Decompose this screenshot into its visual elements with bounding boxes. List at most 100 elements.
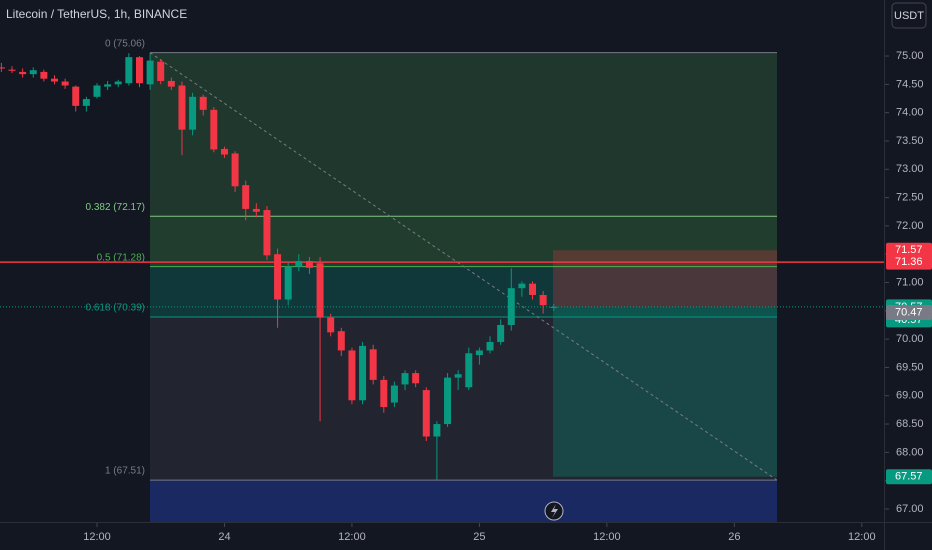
- x-tick-label: 12:00: [338, 531, 366, 543]
- candle-body: [93, 85, 101, 97]
- y-tick-label: 72.00: [896, 220, 924, 232]
- fib-zone: [150, 52, 777, 217]
- fib-label: 0 (75.06): [105, 38, 145, 49]
- candle-body: [539, 294, 547, 306]
- candle-body: [401, 373, 409, 385]
- candle-body: [135, 57, 143, 84]
- candle-body: [284, 266, 292, 300]
- candle-body: [529, 283, 537, 295]
- y-tick-label: 69.50: [896, 361, 924, 373]
- candle-body: [454, 374, 462, 378]
- candle-body: [380, 379, 388, 408]
- x-tick-label: 25: [473, 531, 485, 543]
- candle-body: [40, 71, 48, 79]
- x-tick-label: 12:00: [83, 531, 111, 543]
- currency-button[interactable]: [891, 2, 927, 29]
- y-tick-label: 73.50: [896, 135, 924, 147]
- candle-body: [146, 60, 154, 85]
- candle-body: [507, 288, 515, 325]
- candle-body: [178, 85, 186, 130]
- price-label-box: [886, 242, 932, 258]
- candle-body: [316, 263, 324, 318]
- y-tick-label: 69.00: [896, 390, 924, 402]
- candle-body: [50, 78, 58, 82]
- price-label-box: [886, 469, 932, 485]
- candle-body: [486, 341, 494, 351]
- candle-body: [327, 317, 335, 333]
- candle-body: [390, 385, 398, 403]
- candle-body: [444, 377, 452, 425]
- candle-body: [189, 96, 197, 130]
- stop-zone: [553, 250, 777, 307]
- fib-label: 0.5 (71.28): [97, 252, 145, 263]
- candle-body: [337, 331, 345, 351]
- x-tick-label: 12:00: [848, 531, 876, 543]
- y-tick-label: 72.50: [896, 191, 924, 203]
- y-tick-label: 67.00: [896, 503, 924, 515]
- candle-body: [433, 424, 441, 437]
- candle-body: [465, 353, 473, 388]
- target-zone: [553, 306, 777, 477]
- candle-body: [125, 57, 133, 84]
- y-tick-label: 68.50: [896, 418, 924, 430]
- candle-body: [263, 210, 271, 256]
- candle-body: [157, 61, 165, 81]
- fib-label: 0.618 (70.39): [86, 303, 146, 314]
- price-label: 71.57: [895, 244, 923, 256]
- fib-label: 0.382 (72.17): [86, 202, 146, 213]
- fib-zone: [150, 480, 777, 522]
- y-tick-label: 73.00: [896, 163, 924, 175]
- candle-body: [8, 69, 16, 71]
- price-label: 70.47: [895, 306, 923, 318]
- candle-body: [274, 254, 282, 300]
- candle-body: [210, 109, 218, 150]
- candle-body: [497, 324, 505, 342]
- candle-body: [348, 350, 356, 401]
- x-tick-label: 26: [728, 531, 740, 543]
- chart-title: Litecoin / TetherUS, 1h, BINANCE: [6, 7, 187, 21]
- trend-line: [149, 52, 778, 481]
- candle-body: [369, 349, 377, 380]
- x-tick-label: 24: [218, 531, 230, 543]
- candle-body: [29, 70, 37, 75]
- candle-body: [412, 373, 420, 384]
- currency-button-label[interactable]: USDT: [894, 10, 924, 22]
- candle-body: [114, 81, 122, 85]
- y-tick-label: 74.50: [896, 78, 924, 90]
- drawings: [150, 52, 777, 522]
- candle-body: [72, 86, 80, 106]
- candle-body: [220, 148, 228, 155]
- fib-zone: [150, 317, 777, 481]
- y-tick-label: 75.00: [896, 50, 924, 62]
- price-label: 67.57: [895, 471, 923, 483]
- candle-body: [199, 96, 207, 110]
- y-tick-label: 68.00: [896, 446, 924, 458]
- alert-icon-bolt[interactable]: [551, 504, 558, 518]
- candle-body: [295, 261, 303, 267]
- candle-body: [359, 345, 367, 401]
- y-tick-label: 70.00: [896, 333, 924, 345]
- candle-body: [61, 81, 69, 86]
- x-tick-label: 12:00: [593, 531, 621, 543]
- candle-body: [252, 208, 260, 212]
- candle-body: [19, 71, 27, 75]
- candle-body: [518, 283, 526, 289]
- fib-label: 1 (67.51): [105, 466, 145, 477]
- candle-body: [550, 306, 558, 308]
- y-tick-label: 74.00: [896, 107, 924, 119]
- fib-zone: [150, 216, 777, 267]
- price-label: 71.36: [895, 256, 923, 268]
- candle-body: [104, 84, 112, 87]
- candle-body: [242, 185, 250, 209]
- y-tick-label: 71.00: [896, 276, 924, 288]
- candle-body: [0, 67, 5, 69]
- candle-body: [305, 261, 313, 268]
- fib-zone: [150, 266, 777, 318]
- candle-body: [167, 80, 175, 87]
- candle-body: [422, 390, 430, 437]
- price-label-box: [886, 254, 932, 270]
- candle-body: [82, 99, 90, 106]
